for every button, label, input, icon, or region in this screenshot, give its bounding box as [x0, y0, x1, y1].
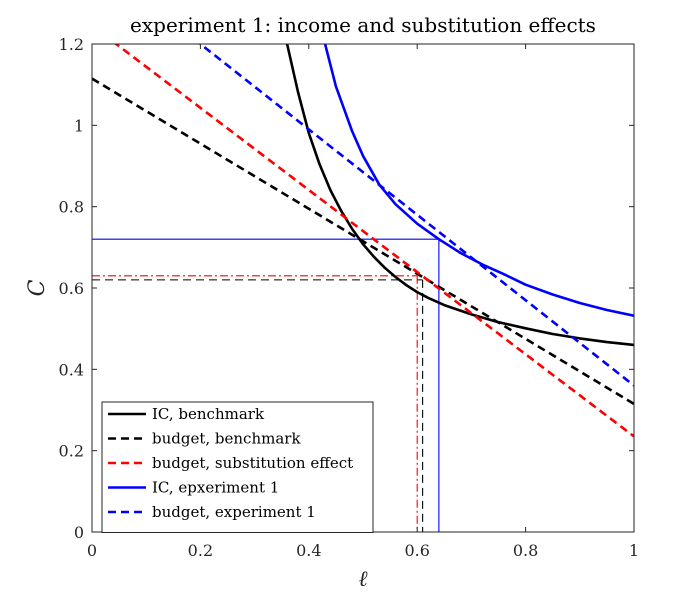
series-line-3: [323, 44, 634, 317]
axis-ticks: 0 0.2 0.4 0.6 0.8 1 0 0.2 0.4 0.6 0.8 1 1.2: [59, 35, 640, 560]
legend-entry-2: budget, substitution effect: [152, 454, 353, 472]
x-tick-label: 0.2: [188, 541, 213, 560]
legend-entry-0: IC, benchmark: [152, 405, 265, 423]
series-line-1: [92, 77, 634, 406]
chart-title: experiment 1: income and substitution ef…: [130, 13, 596, 37]
legend-entry-1: budget, benchmark: [152, 430, 301, 448]
y-tick-label: 0: [74, 523, 84, 542]
y-tick-label: 1: [74, 116, 84, 135]
y-tick-label: 0.4: [59, 360, 84, 379]
y-tick-label: 1.2: [59, 35, 84, 54]
x-tick-label: 1: [629, 541, 639, 560]
series-lines: [92, 44, 634, 438]
series-line-4: [198, 44, 634, 387]
series-line-0: [285, 44, 634, 347]
y-tick-label: 0.8: [59, 198, 84, 217]
x-tick-label: 0.4: [296, 541, 321, 560]
x-axis-label: ℓ: [358, 567, 368, 592]
y-tick-label: 0.6: [59, 279, 84, 298]
legend: IC, benchmark budget, benchmark budget, su…: [101, 401, 374, 533]
x-tick-label: 0.6: [404, 541, 429, 560]
series-line-2: [113, 44, 634, 438]
legend-box: [101, 401, 374, 533]
x-tick-label: 0: [87, 541, 97, 560]
reference-lines: [92, 238, 440, 532]
x-tick-label: 0.8: [513, 541, 538, 560]
y-tick-label: 0.2: [59, 442, 84, 461]
legend-entry-3: IC, epxeriment 1: [152, 479, 279, 497]
legend-entry-4: budget, experiment 1: [152, 503, 316, 521]
y-axis-label: C: [25, 279, 50, 296]
